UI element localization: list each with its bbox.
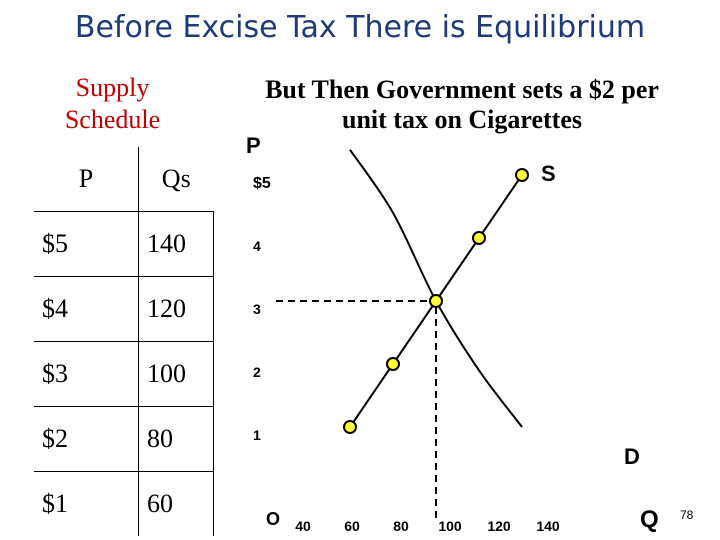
table-cell-price: $4: [34, 276, 139, 342]
y-tick-label: 3: [253, 301, 261, 317]
table-row: $5 140: [34, 211, 214, 277]
schedule-title: Supply Schedule: [64, 73, 161, 134]
table-cell-quantity: 140: [138, 211, 214, 277]
table-header-row: P Qs: [34, 147, 214, 212]
table-cell-quantity: 120: [138, 276, 214, 342]
chart-heading: But Then Government sets a $2 per unit t…: [265, 75, 659, 134]
supply-markers: [343, 168, 529, 434]
header-quantity: Qs: [138, 147, 214, 212]
table-cell-quantity: 100: [138, 341, 214, 407]
y-tick-label: 1: [253, 427, 261, 443]
supply-schedule-table: P Qs $5 140 $4 120 $3 100 $2 80 $1 60: [34, 147, 214, 536]
table-row: $3 100: [34, 341, 214, 407]
table-row: $4 120: [34, 276, 214, 342]
x-tick-labels: 40 60 80 100 120 140: [295, 518, 560, 534]
table-cell-quantity: 60: [138, 471, 214, 536]
demand-curve-label: D: [624, 444, 640, 469]
supply-curve-label: S: [541, 161, 556, 186]
table-row: $2 80: [34, 406, 214, 472]
table-cell-price: $1: [34, 471, 139, 536]
slide-number: 78: [680, 508, 694, 522]
y-tick-label: 2: [253, 364, 261, 380]
supply-point-marker: [429, 294, 443, 308]
table-cell-price: $2: [34, 406, 139, 472]
supply-point-marker: [386, 357, 400, 371]
table-cell-price: $5: [34, 211, 139, 277]
x-tick-label: 80: [393, 518, 409, 534]
table-cell-price: $3: [34, 341, 139, 407]
x-tick-label: 120: [487, 518, 511, 534]
x-tick-label: 140: [536, 518, 560, 534]
y-tick-label: $5: [253, 175, 271, 192]
y-tick-labels: $5 4 3 2 1: [253, 175, 271, 443]
table-cell-quantity: 80: [138, 406, 214, 472]
origin-label: O: [266, 509, 280, 529]
supply-point-marker: [343, 420, 357, 434]
supply-point-marker: [472, 231, 486, 245]
table-row: $1 60: [34, 471, 214, 536]
x-axis-label: Q: [640, 506, 659, 533]
x-tick-label: 60: [344, 518, 360, 534]
header-price: P: [78, 164, 94, 193]
y-tick-label: 4: [253, 238, 261, 254]
x-tick-label: 100: [438, 518, 462, 534]
y-axis-label: P: [246, 133, 261, 158]
x-tick-label: 40: [295, 518, 311, 534]
supply-point-marker: [515, 168, 529, 182]
slide-title: Before Excise Tax There is Equilibrium: [74, 10, 646, 45]
equilibrium-guides: [276, 300, 437, 522]
